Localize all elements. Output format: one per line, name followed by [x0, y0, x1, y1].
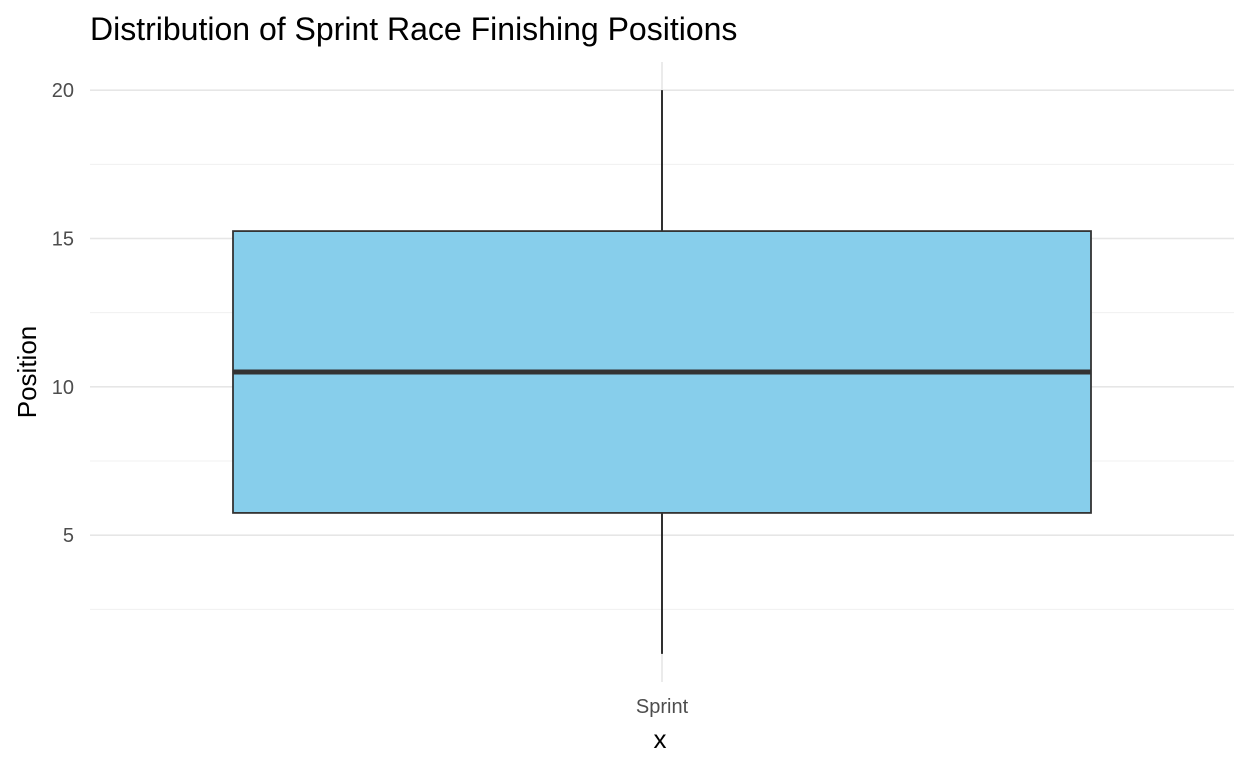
- y-tick-label: 20: [52, 80, 74, 102]
- x-axis-title: x: [654, 724, 667, 754]
- chart-title: Distribution of Sprint Race Finishing Po…: [90, 11, 737, 47]
- x-tick-labels: Sprint: [636, 696, 689, 718]
- x-tick-label: Sprint: [636, 696, 689, 718]
- y-tick-labels: 5 10 15 20: [52, 80, 74, 547]
- y-tick-label: 15: [52, 229, 74, 251]
- y-tick-label: 5: [63, 525, 74, 547]
- y-tick-label: 10: [52, 377, 74, 399]
- box-marks: [232, 90, 1092, 654]
- y-axis-title: Position: [12, 326, 42, 419]
